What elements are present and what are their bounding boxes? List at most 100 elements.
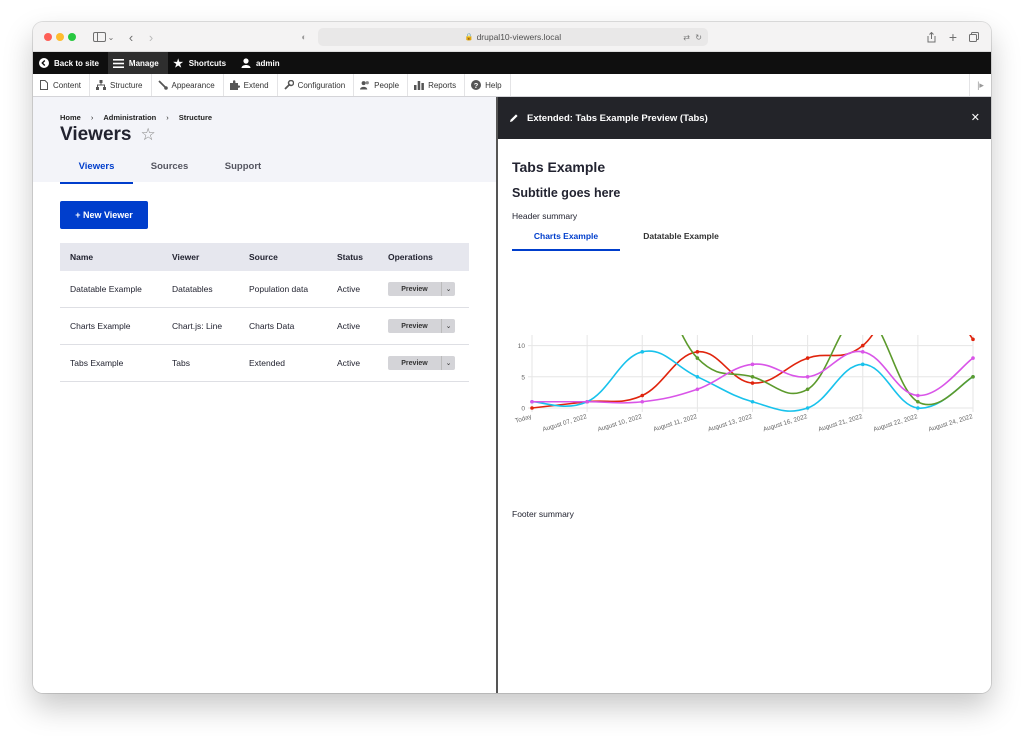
- data-point: [860, 343, 865, 348]
- people-icon: [360, 80, 370, 90]
- breadcrumb-structure[interactable]: Structure: [178, 113, 213, 122]
- share-icon[interactable]: [925, 28, 937, 46]
- x-tick-label: August 13, 2022: [707, 413, 753, 433]
- breadcrumb-separator: ›: [90, 113, 94, 122]
- tab-viewers[interactable]: Viewers: [60, 161, 133, 184]
- preview-button[interactable]: Preview: [388, 282, 441, 296]
- col-viewer-header: Viewer: [172, 252, 200, 262]
- minimize-window-button[interactable]: [56, 33, 64, 41]
- wrench-icon: [283, 80, 294, 90]
- tray-label-extend: Extend: [243, 80, 269, 90]
- tray-item-structure[interactable]: Structure: [90, 74, 152, 96]
- tray-item-reports[interactable]: Reports: [408, 74, 466, 96]
- data-point: [695, 350, 700, 354]
- address-url: drupal10-viewers.local: [476, 32, 562, 42]
- breadcrumb-home[interactable]: Home: [60, 113, 81, 122]
- chevron-down-icon[interactable]: ⌄: [107, 32, 115, 42]
- row-status: Active: [337, 284, 361, 294]
- header-summary: Header summary: [512, 211, 578, 221]
- operations-dropbutton: Preview ⌄: [388, 282, 469, 296]
- y-tick-label: 0: [521, 406, 525, 413]
- close-window-button[interactable]: [44, 33, 52, 41]
- document-icon: [39, 80, 49, 90]
- admin-page: Home › Administration › Structure Viewer…: [33, 97, 496, 693]
- tab-sources[interactable]: Sources: [150, 161, 189, 172]
- preview-button[interactable]: Preview: [388, 319, 441, 333]
- data-point: [750, 362, 755, 367]
- chevron-down-icon[interactable]: ⌄: [441, 356, 455, 370]
- row-operations: Preview ⌄: [378, 282, 469, 296]
- forward-icon[interactable]: ›: [148, 29, 154, 45]
- tray-orientation-toggle[interactable]: |▸: [969, 74, 991, 96]
- tray-item-people[interactable]: People: [354, 74, 409, 96]
- dialog-divider[interactable]: [496, 97, 498, 693]
- tray-label-appearance: Appearance: [171, 80, 215, 90]
- tray-item-extend[interactable]: Extend: [224, 74, 278, 96]
- x-tick-label: Today: [514, 413, 533, 425]
- dialog-titlebar: Extended: Tabs Example Preview (Tabs) ✕: [498, 97, 991, 139]
- manage-menu[interactable]: Manage: [107, 52, 168, 74]
- row-name: Tabs Example: [70, 358, 124, 368]
- breadcrumb-administration[interactable]: Administration: [103, 113, 157, 122]
- data-point: [640, 399, 645, 404]
- viewer-heading: Tabs Example: [512, 159, 606, 175]
- x-tick-label: August 21, 2022: [817, 413, 863, 433]
- tab-datatable-example[interactable]: Datatable Example: [643, 231, 719, 241]
- back-icon[interactable]: ‹: [128, 29, 134, 45]
- col-name-header: Name: [70, 252, 94, 262]
- data-point: [640, 393, 645, 398]
- x-tick-label: August 10, 2022: [597, 413, 643, 433]
- data-point: [585, 399, 589, 404]
- viewer-subtitle: Subtitle goes here: [512, 186, 621, 200]
- tray-item-configuration[interactable]: Configuration: [278, 74, 355, 96]
- table-row: Tabs Example Tabs Extended Active Previe…: [60, 345, 469, 382]
- table-row: Datatable Example Datatables Population …: [60, 271, 469, 308]
- sidebar-toggle-icon[interactable]: [89, 28, 109, 46]
- x-tick-label: August 11, 2022: [652, 413, 698, 433]
- tab-overview-icon[interactable]: [968, 28, 980, 46]
- new-viewer-button[interactable]: + New Viewer: [60, 201, 148, 229]
- sitemap-icon: [96, 80, 107, 90]
- row-name: Charts Example: [70, 321, 131, 331]
- chevron-down-icon[interactable]: ⌄: [441, 282, 455, 296]
- data-point: [695, 356, 700, 360]
- close-icon[interactable]: ✕: [970, 112, 980, 124]
- tab-support[interactable]: Support: [224, 161, 262, 172]
- dialog-title: Extended: Tabs Example Preview (Tabs): [527, 112, 708, 124]
- tab-charts-example[interactable]: Charts Example: [512, 231, 620, 251]
- hamburger-icon: [112, 58, 124, 69]
- translate-icon[interactable]: ⇄: [683, 32, 690, 42]
- new-tab-icon[interactable]: +: [948, 29, 958, 45]
- privacy-shield-icon[interactable]: ◐: [301, 32, 307, 42]
- collapse-icon: |▸: [977, 79, 984, 90]
- shortcuts-menu[interactable]: ★ Shortcuts: [168, 52, 235, 74]
- footer-summary: Footer summary: [512, 509, 574, 519]
- chevron-down-icon[interactable]: ⌄: [441, 319, 455, 333]
- user-menu[interactable]: admin: [235, 52, 289, 74]
- page-title-row: Viewers ☆: [60, 124, 156, 146]
- tray-item-appearance[interactable]: Appearance: [152, 74, 224, 96]
- back-to-site-link[interactable]: Back to site: [33, 52, 108, 74]
- viewer-tabs: Charts Example Datatable Example: [512, 231, 742, 251]
- data-point: [530, 399, 534, 404]
- zoom-window-button[interactable]: [68, 33, 76, 41]
- preview-dialog: Extended: Tabs Example Preview (Tabs) ✕ …: [498, 97, 991, 693]
- reload-icon[interactable]: ↻: [695, 32, 702, 42]
- puzzle-icon: [229, 80, 240, 90]
- y-tick-label: 5: [521, 374, 525, 381]
- back-to-site-label: Back to site: [54, 58, 99, 68]
- page-title: Viewers: [60, 124, 132, 145]
- address-bar[interactable]: 🔒 drupal10-viewers.local ⇄ ↻: [318, 28, 708, 46]
- preview-button[interactable]: Preview: [388, 356, 441, 370]
- tray-label-reports: Reports: [428, 80, 457, 90]
- tray-item-help[interactable]: ? Help: [465, 74, 511, 96]
- data-point: [916, 399, 920, 404]
- operations-dropbutton: Preview ⌄: [388, 356, 469, 370]
- tray-label-people: People: [374, 80, 400, 90]
- row-viewer: Tabs: [172, 358, 190, 368]
- page-header: Home › Administration › Structure Viewer…: [33, 97, 496, 184]
- page-tabs: Viewers Sources Support: [60, 161, 280, 184]
- shortcut-star-icon[interactable]: ☆: [140, 125, 156, 144]
- tray-item-content[interactable]: Content: [33, 74, 91, 96]
- breadcrumb-separator: ›: [166, 113, 169, 122]
